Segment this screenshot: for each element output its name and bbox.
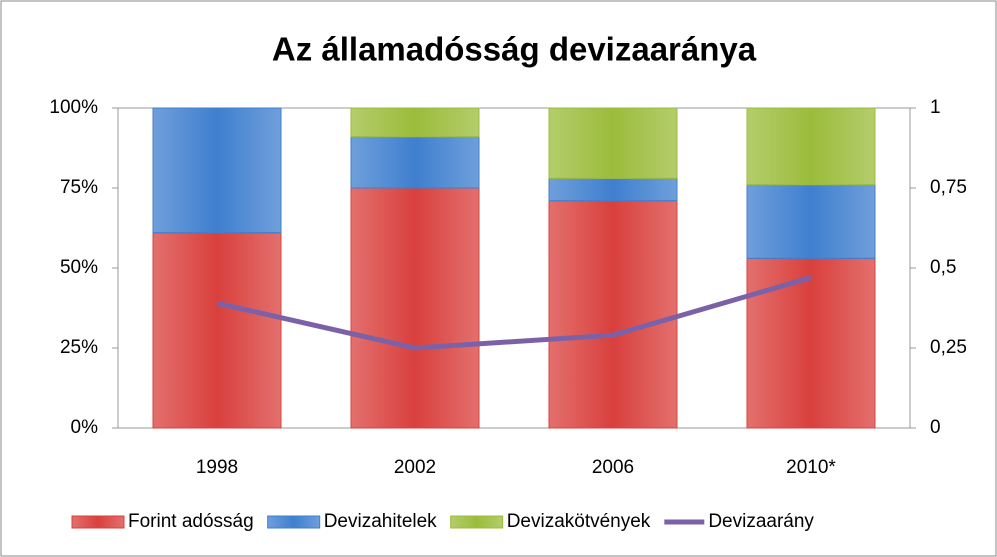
line-series xyxy=(216,275,812,351)
legend-swatch xyxy=(71,515,125,529)
y2-tick-label: 0 xyxy=(930,417,941,438)
legend-swatch xyxy=(450,515,504,529)
bar xyxy=(350,187,480,429)
y-tick-label: 50% xyxy=(60,257,98,278)
y-tick-label: 100% xyxy=(49,97,98,118)
bar xyxy=(746,184,876,259)
bar xyxy=(548,107,678,179)
y2-tick-label: 0,25 xyxy=(930,337,967,358)
legend-swatch xyxy=(267,515,321,529)
x-tick-label: 1998 xyxy=(196,457,238,478)
legend-label: Devizahitelek xyxy=(324,511,437,532)
legend-label: Forint adósság xyxy=(128,511,254,532)
bar xyxy=(746,107,876,186)
y2-tick-label: 0,5 xyxy=(930,257,956,278)
legend-label: Devizaarány xyxy=(708,511,814,532)
chart-title: Az államadósság devizaaránya xyxy=(272,31,757,68)
y2-tick-label: 1 xyxy=(930,97,941,118)
bar xyxy=(746,257,876,429)
y-tick-label: 25% xyxy=(60,337,98,358)
y-tick-label: 0% xyxy=(71,417,99,438)
legend-label: Devizakötvények xyxy=(507,511,651,532)
bar xyxy=(548,200,678,429)
y-tick-label: 75% xyxy=(60,177,98,198)
bar xyxy=(152,232,282,429)
x-tick-label: 2002 xyxy=(394,457,436,478)
bar xyxy=(548,177,678,202)
bar xyxy=(350,107,480,138)
x-tick-label: 2006 xyxy=(592,457,634,478)
y2-tick-label: 0,75 xyxy=(930,177,967,198)
bar xyxy=(152,107,282,234)
x-tick-label: 2010* xyxy=(786,457,836,478)
bar xyxy=(350,136,480,189)
